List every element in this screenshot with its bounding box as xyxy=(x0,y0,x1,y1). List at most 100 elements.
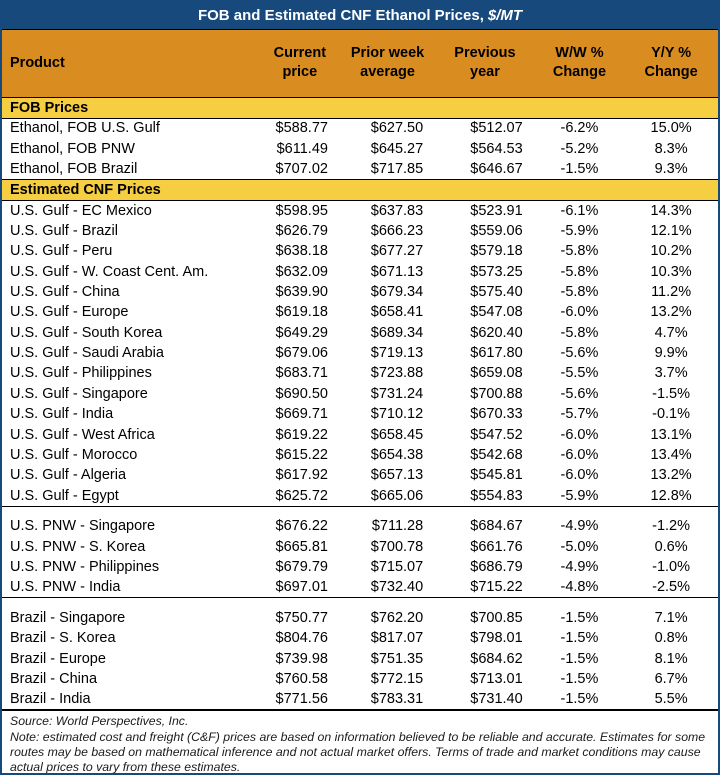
table-row: U.S. PNW - Philippines $679.79 $715.07 $… xyxy=(2,557,718,577)
cell-prior-week: $783.31 xyxy=(370,690,424,707)
cell-yy-change: -2.5% xyxy=(652,579,691,596)
cell-product: U.S. Gulf - West Africa xyxy=(10,426,155,443)
cell-product: U.S. Gulf - Saudi Arabia xyxy=(10,345,164,362)
cell-ww-change: -6.0% xyxy=(560,447,599,464)
cell-yy-change: 0.8% xyxy=(654,630,688,647)
cell-prior-week: $700.78 xyxy=(370,538,424,555)
cell-ww-change: -5.8% xyxy=(560,243,599,260)
cell-previous-year: $620.40 xyxy=(470,324,523,341)
cell-prior-week: $772.15 xyxy=(370,670,424,687)
cell-current-price: $679.06 xyxy=(275,345,328,362)
cell-ww-change: -5.9% xyxy=(560,222,599,239)
cell-prior-week: $645.27 xyxy=(370,140,424,157)
cell-current-price: $638.18 xyxy=(275,243,328,260)
cell-yy-change: -1.2% xyxy=(652,518,691,535)
cell-yy-change: 12.1% xyxy=(650,222,692,239)
fob-rows: Ethanol, FOB U.S. Gulf $588.77 $627.50 $… xyxy=(2,118,718,179)
cell-ww-change: -4.9% xyxy=(560,518,599,535)
cell-ww-change: -5.0% xyxy=(560,538,599,555)
cell-prior-week: $658.41 xyxy=(370,304,424,321)
cell-product: U.S. PNW - Singapore xyxy=(10,518,156,535)
cell-previous-year: $684.67 xyxy=(470,518,523,535)
column-header-product: Product xyxy=(2,30,260,98)
column-header-current-price: Current price xyxy=(259,30,340,98)
cell-product: U.S. PNW - S. Korea xyxy=(10,538,146,555)
cell-product: U.S. Gulf - Morocco xyxy=(10,447,138,464)
cell-yy-change: 8.3% xyxy=(654,140,688,157)
cell-ww-change: -5.7% xyxy=(560,406,599,423)
table-row: U.S. Gulf - EC Mexico $598.95 $637.83 $5… xyxy=(2,200,718,220)
cell-current-price: $639.90 xyxy=(275,283,328,300)
cell-prior-week: $711.28 xyxy=(371,518,424,535)
cell-prior-week: $654.38 xyxy=(370,447,424,464)
cell-ww-change: -5.6% xyxy=(560,385,599,402)
table-row: U.S. Gulf - Saudi Arabia $679.06 $719.13… xyxy=(2,343,718,363)
table-row: Brazil - S. Korea $804.76 $817.07 $798.0… xyxy=(2,628,718,648)
cell-ww-change: -6.1% xyxy=(560,202,599,219)
cell-current-price: $679.79 xyxy=(275,559,328,575)
cell-current-price: $625.72 xyxy=(275,487,328,504)
cell-previous-year: $542.68 xyxy=(470,447,523,464)
cell-ww-change: -5.8% xyxy=(560,263,599,280)
cell-current-price: $750.77 xyxy=(275,609,328,626)
cell-current-price: $598.95 xyxy=(275,202,328,219)
cell-current-price: $676.22 xyxy=(275,518,328,535)
cell-prior-week: $715.07 xyxy=(370,559,424,575)
column-header-yy-change: Y/Y % Change xyxy=(624,30,718,98)
cell-previous-year: $731.40 xyxy=(470,690,523,707)
cell-ww-change: -1.5% xyxy=(560,690,599,707)
cell-yy-change: 7.1% xyxy=(654,609,688,626)
cnf-pnw-rows: U.S. PNW - Singapore $676.22 $711.28 $68… xyxy=(2,516,718,598)
cell-yy-change: 15.0% xyxy=(650,120,692,137)
cell-product: Ethanol, FOB PNW xyxy=(10,140,135,157)
cell-prior-week: $717.85 xyxy=(370,160,424,177)
cell-product: U.S. Gulf - Egypt xyxy=(10,487,119,504)
table-title-unit: $/MT xyxy=(487,7,523,24)
cell-prior-week: $751.35 xyxy=(370,650,424,667)
cell-ww-change: -1.5% xyxy=(560,670,599,687)
section-title-fob: FOB Prices xyxy=(2,96,718,119)
cell-current-price: $626.79 xyxy=(275,222,328,239)
cell-current-price: $739.98 xyxy=(275,650,328,667)
cell-current-price: $617.92 xyxy=(275,467,328,484)
cell-prior-week: $627.50 xyxy=(370,120,424,137)
cell-current-price: $588.77 xyxy=(275,120,328,137)
cell-previous-year: $564.53 xyxy=(470,140,523,157)
cell-yy-change: -0.1% xyxy=(652,406,691,423)
cell-prior-week: $710.12 xyxy=(370,406,424,423)
cell-current-price: $611.49 xyxy=(276,140,328,157)
cell-product: U.S. Gulf - EC Mexico xyxy=(10,202,152,219)
cell-prior-week: $731.24 xyxy=(370,385,424,402)
cell-yy-change: 6.7% xyxy=(654,670,688,687)
section-title-cnf: Estimated CNF Prices xyxy=(2,178,718,201)
cell-yy-change: 3.7% xyxy=(654,365,688,382)
cell-yy-change: 4.7% xyxy=(654,324,688,341)
cell-yy-change: 14.3% xyxy=(650,202,692,219)
cell-current-price: $665.81 xyxy=(275,538,328,555)
source-note: Source: World Perspectives, Inc. xyxy=(10,713,189,728)
table-row: Brazil - China $760.58 $772.15 $713.01 -… xyxy=(2,669,718,689)
cell-current-price: $804.76 xyxy=(275,630,328,647)
cell-ww-change: -1.5% xyxy=(560,609,599,626)
table-title-bar: FOB and Estimated CNF Ethanol Prices, $/M… xyxy=(2,2,718,30)
cell-prior-week: $666.23 xyxy=(370,222,424,239)
cell-current-price: $697.01 xyxy=(275,579,328,596)
table-row: Ethanol, FOB Brazil $707.02 $717.85 $646… xyxy=(2,159,718,179)
cell-ww-change: -1.5% xyxy=(560,650,599,667)
cell-product: Brazil - China xyxy=(10,670,98,687)
cell-product: U.S. Gulf - South Korea xyxy=(10,324,163,341)
cell-prior-week: $671.13 xyxy=(370,263,424,280)
cell-previous-year: $547.52 xyxy=(470,426,523,443)
cell-previous-year: $523.91 xyxy=(470,202,523,219)
cell-previous-year: $547.08 xyxy=(470,304,523,321)
table-row: Ethanol, FOB PNW $611.49 $645.27 $564.53… xyxy=(2,138,718,158)
cell-previous-year: $684.62 xyxy=(470,650,523,667)
cell-ww-change: -6.0% xyxy=(560,467,599,484)
cell-prior-week: $762.20 xyxy=(370,609,424,626)
cell-ww-change: -6.0% xyxy=(560,304,599,321)
cell-yy-change: 8.1% xyxy=(654,650,688,667)
cell-yy-change: 0.6% xyxy=(654,538,688,555)
divider-cell xyxy=(2,505,718,517)
cell-previous-year: $646.67 xyxy=(470,160,523,177)
disclaimer-note: Note: estimated cost and freight (C&F) p… xyxy=(10,730,706,774)
